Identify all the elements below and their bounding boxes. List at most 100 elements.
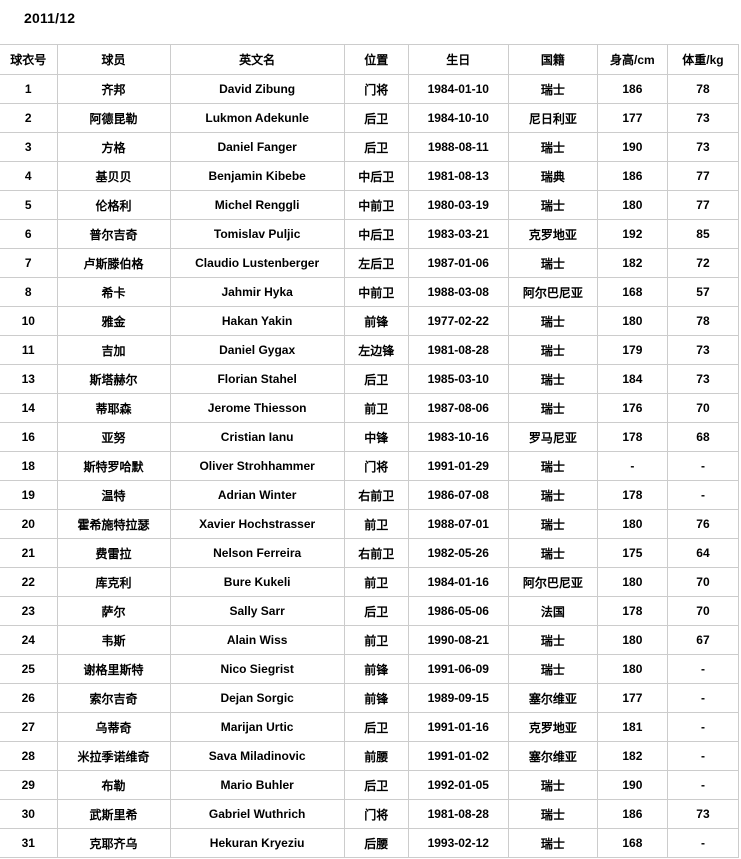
cell-height-cm: 186 [596,74,668,104]
table-row: 19 温特 Adrian Winter 右前卫 1986-07-08 瑞士 178- [0,480,740,510]
table-row: 18 斯特罗哈默 Oliver Strohhammer 门将 1991-01-29 瑞士 -… [0,451,740,481]
cell-nationality: 尼日利亚 [507,103,598,133]
table-row: 21 费雷拉 Nelson Ferreira 右前卫 1982-05-26 瑞士 175 64 [0,538,740,568]
cell-position: 前腰 [343,741,409,771]
table-row: 24 韦斯 Alain Wiss 前卫 1990-08-21 瑞士 180 67 [0,625,740,655]
cell-nationality: 瑞士 [507,770,598,800]
cell-player-name-en: Daniel Fanger [169,132,345,162]
cell-position: 后卫 [343,770,409,800]
cell-player-name-en: Cristian Ianu [169,422,345,452]
cell-player-name-cn: 费雷拉 [56,538,171,568]
cell-position: 后卫 [343,712,409,742]
cell-nationality: 瑞士 [507,509,598,539]
cell-nationality: 罗马尼亚 [507,422,598,452]
cell-player-name-en: Alain Wiss [169,625,345,655]
cell-jersey-number: 6 [0,219,58,249]
table-row: 30 武斯里希 Gabriel Wuthrich 门将 1981-08-28 瑞士 186 7… [0,799,740,829]
cell-nationality: 克罗地亚 [507,712,598,742]
cell-birthday: 1989-09-15 [407,683,509,713]
cell-weight-kg: 73 [666,364,740,394]
cell-weight-kg: - [666,741,740,771]
cell-jersey-number: 7 [0,248,58,278]
cell-nationality: 瑞典 [507,161,598,191]
table-row: 16 亚努 Cristian Ianu 中锋 1983-10-16 罗马尼亚 178 68 [0,422,740,452]
cell-height-cm: 177 [596,683,668,713]
cell-player-name-cn: 米拉季诺维奇 [56,741,171,771]
cell-weight-kg: 77 [666,190,740,220]
cell-nationality: 瑞士 [507,799,598,829]
cell-position: 后腰 [343,828,409,858]
cell-player-name-cn: 卢斯滕伯格 [56,248,171,278]
cell-jersey-number: 16 [0,422,58,452]
table-row: 27 乌蒂奇 Marijan Urtic 后卫 1991-01-16 克罗地亚 181- [0,712,740,742]
cell-weight-kg: 70 [666,596,740,626]
cell-player-name-en: Adrian Winter [169,480,345,510]
cell-birthday: 1991-01-29 [407,451,509,481]
cell-weight-kg: 70 [666,393,740,423]
cell-player-name-en: Bure Kukeli [169,567,345,597]
cell-weight-kg: - [666,770,740,800]
cell-birthday: 1991-06-09 [407,654,509,684]
cell-jersey-number: 5 [0,190,58,220]
cell-jersey-number: 11 [0,335,58,365]
cell-birthday: 1983-03-21 [407,219,509,249]
cell-nationality: 瑞士 [507,190,598,220]
cell-height-cm: 192 [596,219,668,249]
cell-height-cm: 177 [596,103,668,133]
column-header-weight-kg: 体重/kg [666,44,740,75]
cell-birthday: 1986-05-06 [407,596,509,626]
cell-weight-kg: 57 [666,277,740,307]
cell-height-cm: 178 [596,480,668,510]
cell-jersey-number: 22 [0,567,58,597]
cell-height-cm: 190 [596,770,668,800]
cell-weight-kg: 76 [666,509,740,539]
cell-player-name-cn: 乌蒂奇 [56,712,171,742]
cell-player-name-en: Michel Renggli [169,190,345,220]
cell-player-name-en: Xavier Hochstrasser [169,509,345,539]
cell-player-name-cn: 霍希施特拉瑟 [56,509,171,539]
cell-jersey-number: 21 [0,538,58,568]
cell-birthday: 1983-10-16 [407,422,509,452]
cell-player-name-cn: 武斯里希 [56,799,171,829]
cell-weight-kg: - [666,480,740,510]
cell-player-name-cn: 谢格里斯特 [56,654,171,684]
cell-birthday: 1981-08-28 [407,799,509,829]
cell-weight-kg: 73 [666,335,740,365]
cell-weight-kg: - [666,654,740,684]
cell-player-name-cn: 希卡 [56,277,171,307]
cell-weight-kg: 73 [666,132,740,162]
cell-player-name-cn: 斯特罗哈默 [56,451,171,481]
table-row: 31 克耶齐乌 Hekuran Kryeziu 后腰 1993-02-12 瑞士 168- [0,828,740,858]
cell-height-cm: 181 [596,712,668,742]
season-title: 2011/12 [24,10,76,26]
cell-nationality: 瑞士 [507,248,598,278]
cell-weight-kg: - [666,683,740,713]
cell-player-name-cn: 齐邦 [56,74,171,104]
cell-player-name-en: Florian Stahel [169,364,345,394]
cell-weight-kg: 73 [666,799,740,829]
cell-jersey-number: 20 [0,509,58,539]
cell-jersey-number: 29 [0,770,58,800]
cell-player-name-cn: 温特 [56,480,171,510]
cell-player-name-en: Benjamin Kibebe [169,161,345,191]
table-row: 11 吉加 Daniel Gygax 左边锋 1981-08-28 瑞士 179 73 [0,335,740,365]
cell-nationality: 瑞士 [507,654,598,684]
cell-birthday: 1992-01-05 [407,770,509,800]
cell-position: 前卫 [343,509,409,539]
cell-birthday: 1993-02-12 [407,828,509,858]
cell-height-cm: 186 [596,161,668,191]
cell-birthday: 1982-05-26 [407,538,509,568]
cell-height-cm: 184 [596,364,668,394]
column-header-player-name-cn: 球员 [56,44,171,75]
cell-player-name-cn: 库克利 [56,567,171,597]
cell-nationality: 瑞士 [507,335,598,365]
cell-jersey-number: 4 [0,161,58,191]
cell-position: 前锋 [343,654,409,684]
cell-birthday: 1987-01-06 [407,248,509,278]
cell-nationality: 瑞士 [507,625,598,655]
table-row: 6 普尔吉奇 Tomislav Puljic 中后卫 1983-03-21 克罗地亚 192… [0,219,740,249]
cell-birthday: 1984-10-10 [407,103,509,133]
cell-birthday: 1981-08-28 [407,335,509,365]
cell-nationality: 塞尔维亚 [507,741,598,771]
cell-player-name-en: Daniel Gygax [169,335,345,365]
